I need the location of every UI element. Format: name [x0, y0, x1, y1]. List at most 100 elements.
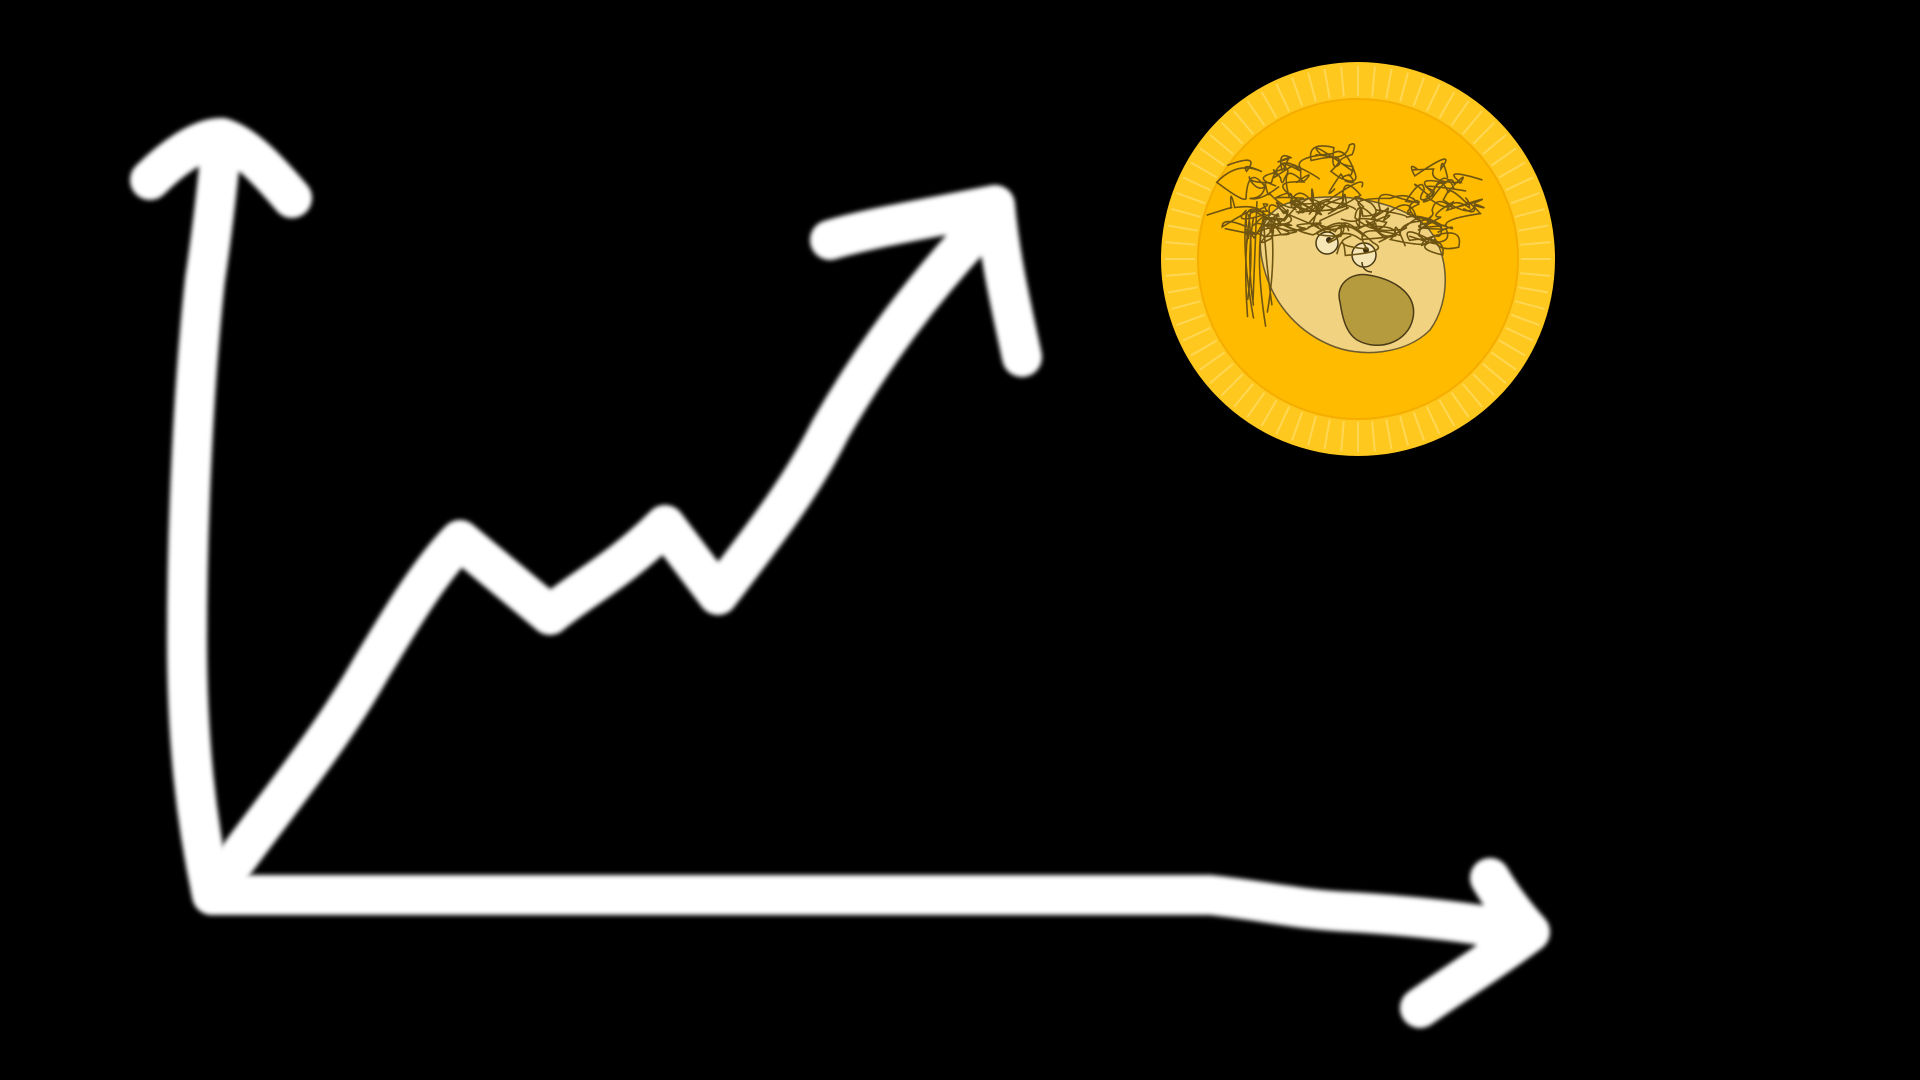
- hair-scribble: [1275, 198, 1357, 228]
- rim-tick: [1438, 91, 1456, 119]
- hair-scribble: [1315, 142, 1356, 182]
- rim-tick: [1291, 77, 1304, 107]
- hair-scribble: [1414, 183, 1455, 231]
- rim-tick: [1520, 272, 1551, 277]
- rim-tick: [1515, 208, 1545, 218]
- y-axis-arrowhead: [130, 118, 312, 218]
- rim-tick: [1438, 399, 1456, 427]
- rim-tick: [1233, 383, 1254, 408]
- rim-tick: [1246, 100, 1266, 127]
- rim-tick: [1275, 406, 1291, 435]
- trend-line: [205, 192, 1015, 895]
- rim-tick: [1425, 406, 1441, 435]
- cartoon-face-coin-icon: [1161, 62, 1555, 456]
- rim-tick: [1490, 351, 1517, 371]
- rim-tick: [1505, 176, 1534, 192]
- x-axis-line: [192, 875, 1540, 952]
- rim-tick: [1167, 286, 1198, 294]
- hair-scribble: [1248, 154, 1302, 184]
- rim-tick: [1371, 66, 1376, 97]
- rim-tick: [1450, 391, 1470, 418]
- rim-tick: [1482, 134, 1507, 155]
- rim-tick: [1182, 176, 1211, 192]
- rim-tick: [1260, 399, 1278, 427]
- hair-strand: [1249, 218, 1255, 306]
- hair-scribble: [1375, 209, 1461, 250]
- mouth: [1338, 273, 1415, 347]
- rim-tick: [1307, 416, 1317, 446]
- coin-rim-ticks: [1165, 66, 1551, 452]
- rim-tick: [1482, 363, 1507, 384]
- rim-tick: [1165, 241, 1196, 246]
- rim-tick: [1199, 351, 1226, 371]
- rim-tick: [1510, 192, 1540, 205]
- hair-scribble: [1404, 176, 1465, 203]
- rim-tick: [1505, 326, 1534, 342]
- rim-tick: [1260, 91, 1278, 119]
- rim-tick: [1233, 110, 1254, 135]
- rim-tick: [1291, 411, 1304, 441]
- rim-tick: [1340, 421, 1345, 452]
- rim-tick: [1371, 421, 1376, 452]
- rim-tick: [1385, 419, 1393, 450]
- hair-scribble: [1301, 184, 1362, 233]
- rim-tick: [1190, 339, 1218, 357]
- rim-tick: [1425, 83, 1441, 112]
- rim-tick: [1385, 68, 1393, 99]
- rim-tick: [1220, 121, 1244, 145]
- hair-scribble: [1410, 158, 1483, 184]
- rim-tick: [1171, 300, 1201, 310]
- rim-tick: [1307, 72, 1317, 102]
- rim-tick: [1275, 83, 1291, 112]
- hair-scribble: [1354, 196, 1388, 230]
- rim-tick: [1498, 339, 1526, 357]
- rim-tick: [1323, 68, 1331, 99]
- rim-tick: [1462, 383, 1483, 408]
- hair-scribble: [1309, 145, 1345, 195]
- y-axis-line: [167, 118, 242, 915]
- rim-tick: [1340, 66, 1345, 97]
- rim-tick: [1165, 272, 1196, 277]
- hair-scribble: [1365, 218, 1427, 246]
- trend-line-drawing: [205, 185, 1042, 895]
- rim-tick: [1510, 313, 1540, 326]
- rim-tick: [1209, 363, 1234, 384]
- rim-tick: [1323, 419, 1331, 450]
- axes-drawing: [130, 118, 1550, 1028]
- rim-tick: [1220, 373, 1244, 397]
- rim-tick: [1462, 110, 1483, 135]
- x-axis-arrowhead: [1400, 858, 1550, 1028]
- rim-tick: [1490, 147, 1517, 167]
- hair-scribble: [1289, 188, 1345, 224]
- trend-arrowhead: [810, 185, 1042, 377]
- hair-strand: [1266, 217, 1274, 313]
- hair-scribble: [1341, 216, 1454, 250]
- nose: [1361, 261, 1373, 273]
- rim-tick: [1176, 192, 1206, 205]
- coin-inner-edge: [1197, 98, 1519, 420]
- hair-strand: [1252, 200, 1258, 300]
- rim-tick: [1498, 161, 1526, 179]
- scribbled-hair: [1206, 142, 1485, 327]
- rim-tick: [1412, 411, 1425, 441]
- rim-tick: [1518, 224, 1549, 232]
- rim-tick: [1209, 134, 1234, 155]
- rim-tick: [1515, 300, 1545, 310]
- rim-tick: [1399, 416, 1409, 446]
- hair-scribble: [1245, 215, 1275, 245]
- hair-scribble: [1340, 194, 1420, 223]
- rim-tick: [1171, 208, 1201, 218]
- rim-tick: [1399, 72, 1409, 102]
- rim-tick: [1520, 241, 1551, 246]
- rim-tick: [1182, 326, 1211, 342]
- hair-scribble: [1327, 222, 1395, 257]
- rim-tick: [1176, 313, 1206, 326]
- rim-tick: [1167, 224, 1198, 232]
- rim-tick: [1190, 161, 1218, 179]
- hair-scribble: [1296, 222, 1350, 238]
- rim-tick: [1450, 100, 1470, 127]
- hair-scribble: [1417, 197, 1484, 223]
- hair-scribble: [1221, 203, 1280, 229]
- rim-tick: [1472, 121, 1496, 145]
